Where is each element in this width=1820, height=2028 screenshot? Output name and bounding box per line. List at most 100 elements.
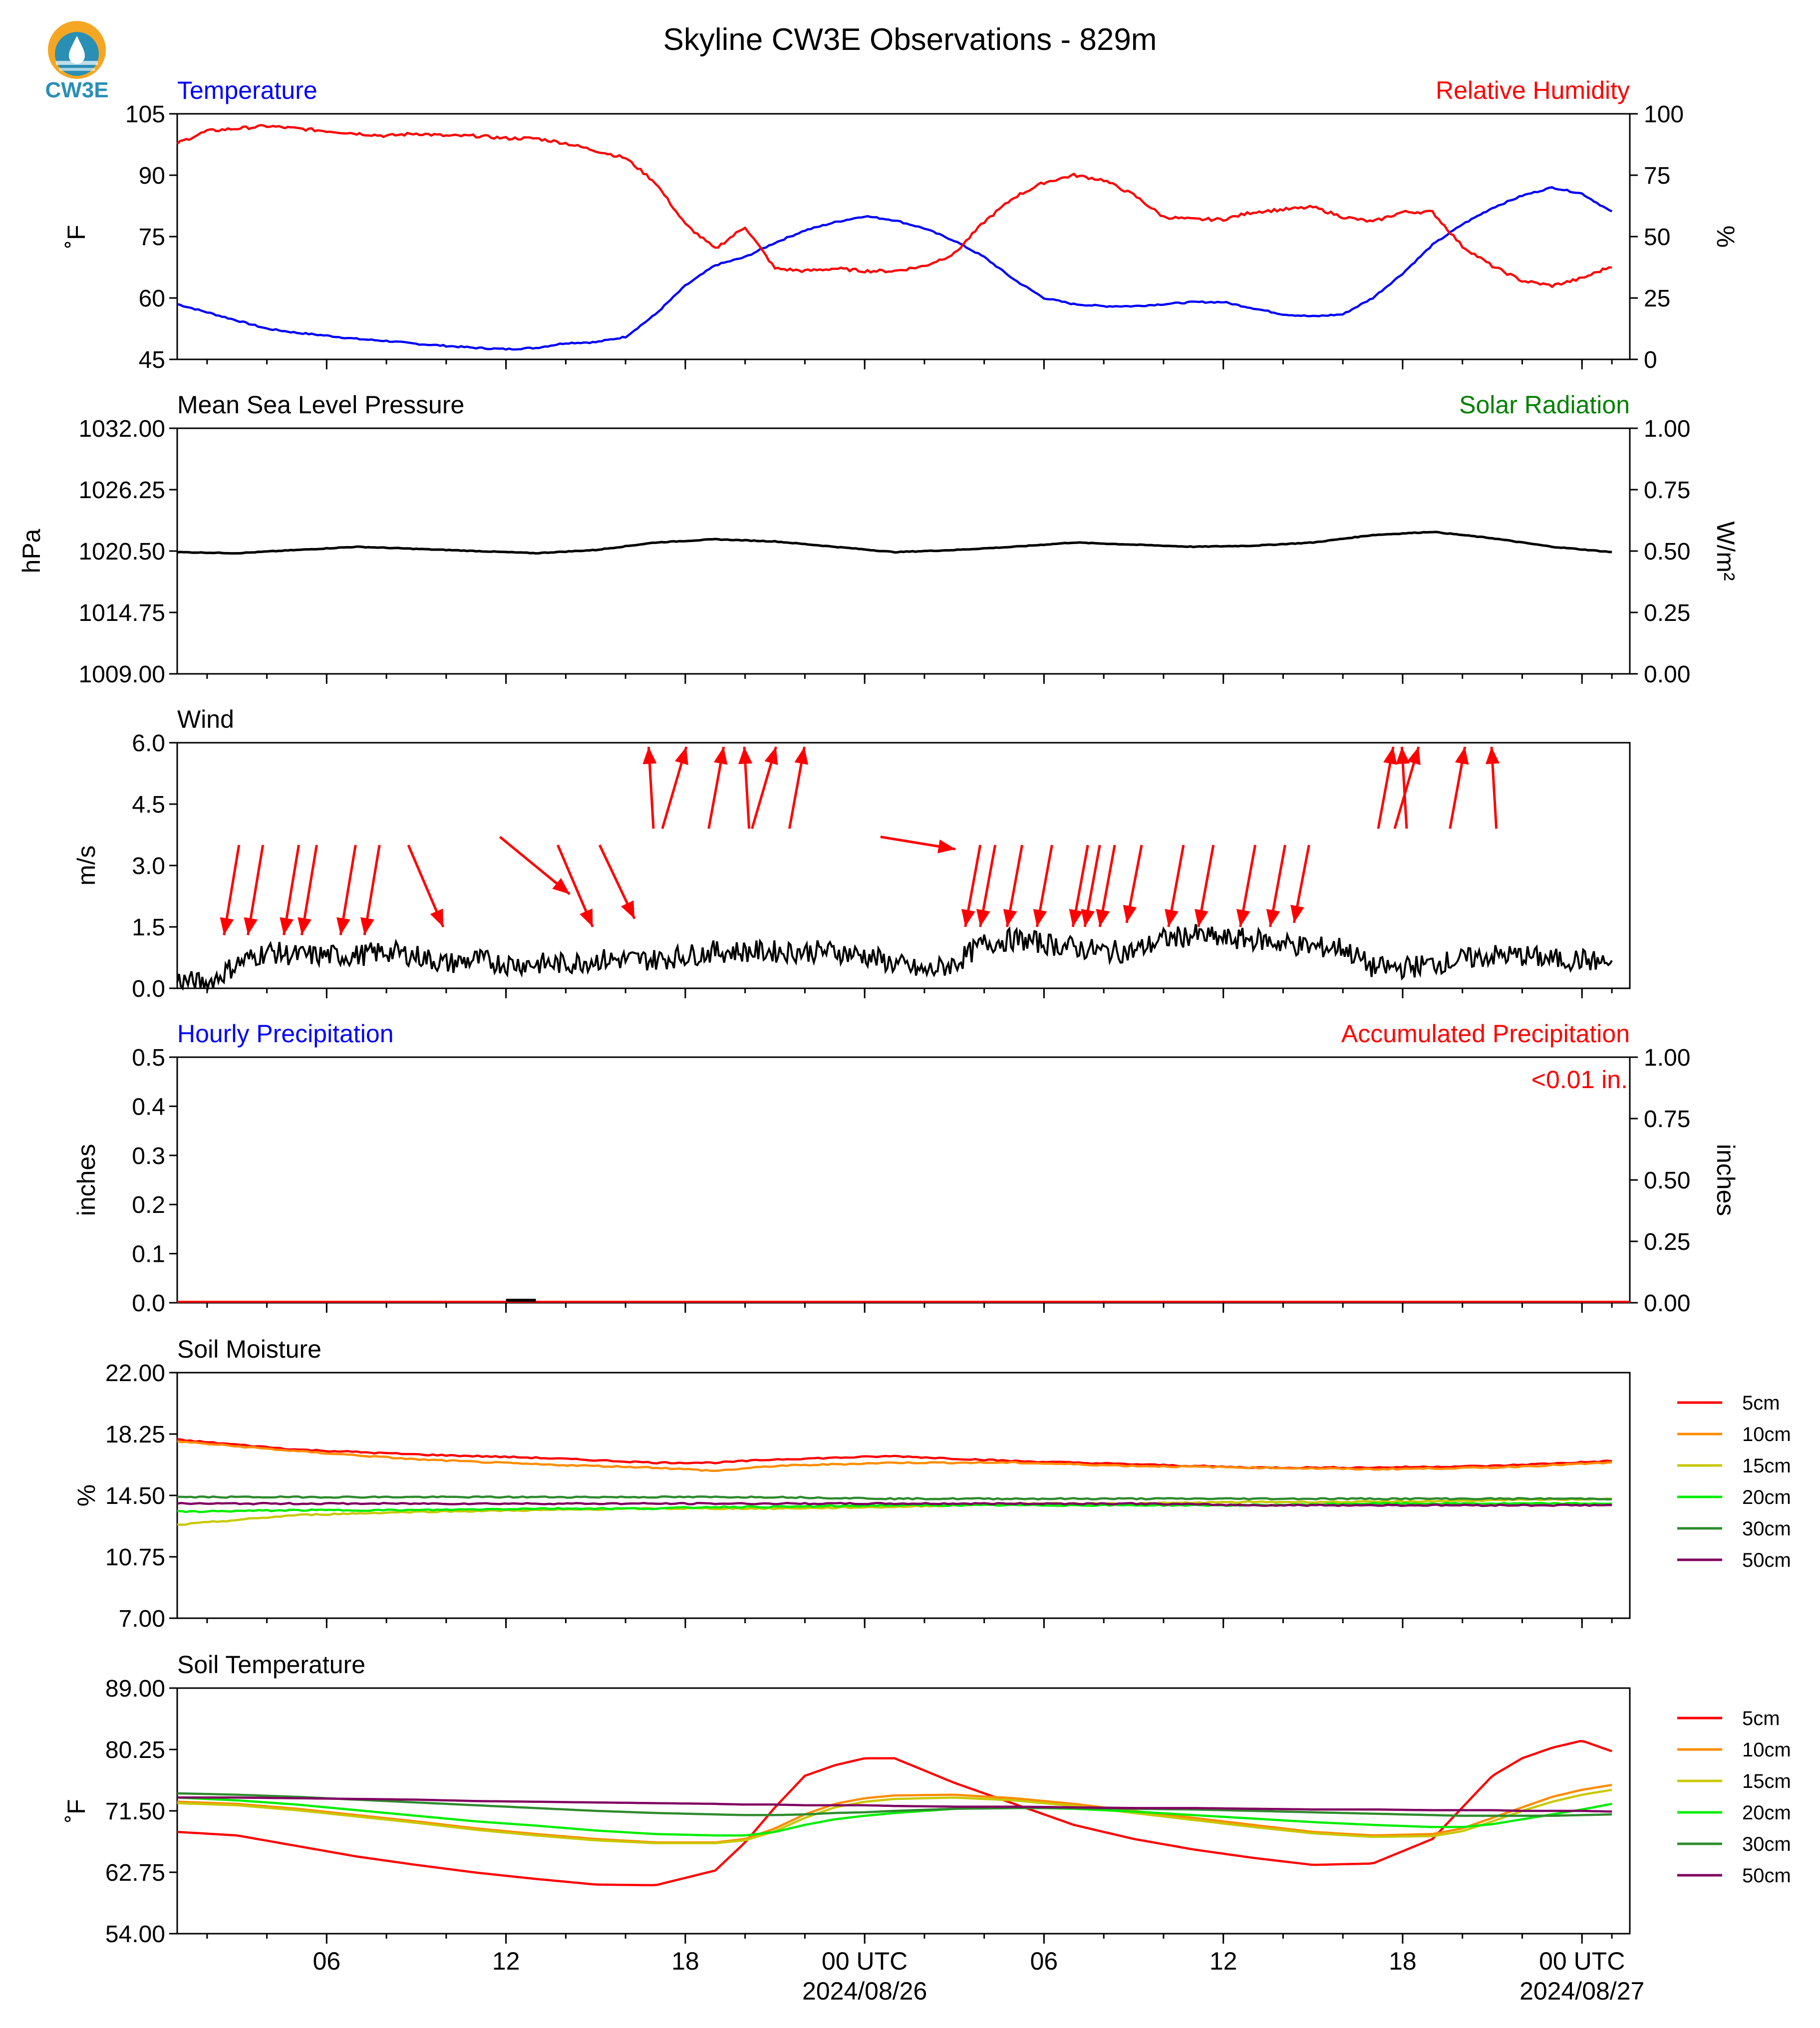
y-axis-label-left: ˚F bbox=[62, 1799, 90, 1822]
y-right-tick-label: 0.00 bbox=[1644, 1290, 1690, 1317]
y-tick-label: 0.2 bbox=[132, 1192, 165, 1218]
pressure-line bbox=[177, 531, 1612, 555]
x-tick-label: 18 bbox=[1389, 1947, 1417, 1975]
panel-title-left: Wind bbox=[177, 705, 234, 733]
panel-wind: 0.0 1.5 3.0 4.5 6.0 Wind m/s bbox=[72, 705, 1631, 1002]
legend-label: 50cm bbox=[1742, 1865, 1791, 1887]
y-tick-label: 71.50 bbox=[105, 1798, 165, 1825]
x-tick-label: 06 bbox=[313, 1947, 341, 1975]
wind-arrow-head bbox=[360, 917, 374, 935]
y-tick-label: 1020.50 bbox=[78, 539, 165, 565]
wind-arrow-head bbox=[336, 917, 350, 935]
y-tick-label: 14.50 bbox=[105, 1483, 165, 1509]
y-tick-label: 1.5 bbox=[132, 914, 165, 941]
plot-frame bbox=[176, 113, 1631, 360]
panel-title-left: Soil Temperature bbox=[177, 1651, 365, 1679]
x-tick-label: 12 bbox=[1210, 1947, 1237, 1975]
legend-label: 10cm bbox=[1742, 1739, 1791, 1761]
wind-arrow-head bbox=[1266, 909, 1280, 927]
figure-title: Skyline CW3E Observations - 829m bbox=[663, 22, 1157, 57]
logo-text: CW3E bbox=[45, 78, 108, 102]
wind-arrow-head bbox=[713, 747, 728, 765]
y-tick-label: 4.5 bbox=[132, 792, 165, 818]
y-tick-label: 0.0 bbox=[132, 1290, 165, 1317]
wind-arrow-head bbox=[1033, 909, 1047, 927]
y-tick-label: 6.0 bbox=[132, 730, 165, 757]
y-tick-label: 90 bbox=[139, 163, 165, 189]
x-tick-label: 18 bbox=[671, 1947, 699, 1975]
plot-frame bbox=[176, 1372, 1631, 1619]
y-axis-label-left: hPa bbox=[17, 529, 45, 573]
wind-arrow-head bbox=[1165, 909, 1179, 927]
wind-arrow-head bbox=[1290, 904, 1304, 923]
x-tick-label: 06 bbox=[1030, 1947, 1058, 1975]
y-right-tick-label: 0.25 bbox=[1644, 1229, 1690, 1255]
panel-soil-temperature: 54.00 62.75 71.50 80.25 89.00 Soil Temperatur… bbox=[62, 1651, 1791, 1948]
wind-arrow-head bbox=[764, 747, 778, 765]
y-axis-label-left: ˚F bbox=[62, 225, 90, 248]
y-right-tick-label: 0.75 bbox=[1644, 1106, 1690, 1133]
wind-arrow-head bbox=[1455, 747, 1469, 765]
panel-soil-moisture: 7.00 10.75 14.50 18.25 22.00 Soil Moisture% 5c… bbox=[72, 1335, 1791, 1632]
logo-drop-icon bbox=[69, 36, 85, 64]
wind-arrow-head bbox=[642, 747, 657, 764]
wind-arrow-head bbox=[976, 909, 990, 927]
panel-title-right: Solar Radiation bbox=[1459, 391, 1630, 419]
wind-arrow-head bbox=[1081, 909, 1095, 927]
y-tick-label: 54.00 bbox=[105, 1921, 165, 1948]
legend-label: 15cm bbox=[1742, 1455, 1791, 1477]
y-tick-label: 0.5 bbox=[132, 1045, 165, 1071]
y-tick-label: 80.25 bbox=[105, 1737, 165, 1763]
legend-label: 5cm bbox=[1742, 1392, 1780, 1414]
y-tick-label: 1009.00 bbox=[78, 661, 165, 688]
panel-title-left: Temperature bbox=[177, 76, 317, 104]
y-right-tick-label: 75 bbox=[1644, 163, 1670, 189]
x-date-label: 2024/08/27 bbox=[1519, 1977, 1644, 2005]
wind-arrow-head bbox=[1123, 904, 1137, 923]
panel-hourly-precipitation: 0.0 0.1 0.2 0.3 0.4 0.5 0.00 0.25 0.50 0.75 1.00 Ho… bbox=[72, 1020, 1740, 1317]
y-tick-label: 1032.00 bbox=[78, 416, 165, 442]
wind-arrow-head bbox=[937, 839, 955, 854]
wind-arrow-head bbox=[961, 909, 975, 927]
legend-label: 20cm bbox=[1742, 1486, 1791, 1508]
y-right-tick-label: 100 bbox=[1644, 101, 1684, 128]
y-right-tick-label: 0.00 bbox=[1644, 661, 1690, 688]
panel-title-left: Hourly Precipitation bbox=[177, 1020, 394, 1048]
wind-arrow-head bbox=[1003, 909, 1017, 927]
wind-arrow-head bbox=[1236, 909, 1250, 927]
legend-label: 10cm bbox=[1742, 1424, 1791, 1446]
y-right-tick-label: 25 bbox=[1644, 286, 1670, 312]
y-tick-label: 1026.25 bbox=[78, 477, 165, 504]
plot-frame bbox=[176, 1056, 1631, 1304]
y-right-tick-label: 0.50 bbox=[1644, 1167, 1690, 1194]
legend-label: 30cm bbox=[1742, 1518, 1791, 1540]
wind-arrow-head bbox=[794, 747, 809, 765]
wind-arrow-head bbox=[430, 908, 443, 927]
y-tick-label: 3.0 bbox=[132, 853, 165, 879]
wind-speed-line bbox=[176, 924, 1613, 992]
y-tick-label: 0.4 bbox=[132, 1094, 165, 1120]
soil-series-50cm bbox=[177, 1796, 1612, 1813]
wind-arrow-head bbox=[280, 917, 294, 935]
y-tick-label: 10.75 bbox=[105, 1544, 165, 1571]
panel-temperature: 45 60 75 90 105 0 25 50 75 100 Temperature Relative… bbox=[62, 76, 1740, 373]
y-tick-label: 0.1 bbox=[132, 1241, 165, 1268]
y-axis-label-left: inches bbox=[72, 1144, 100, 1216]
wind-arrow-head bbox=[298, 917, 311, 935]
wind-arrow-head bbox=[1195, 909, 1209, 927]
y-tick-label: 45 bbox=[139, 347, 165, 373]
panel-title-right: Relative Humidity bbox=[1436, 76, 1630, 104]
wind-arrow-head bbox=[580, 908, 593, 927]
wind-arrow-head bbox=[552, 878, 570, 894]
legend-label: 5cm bbox=[1742, 1708, 1780, 1730]
humidity-line bbox=[176, 124, 1612, 289]
wind-arrow-head bbox=[620, 900, 635, 919]
y-tick-label: 0.3 bbox=[132, 1143, 165, 1169]
y-right-tick-label: 0 bbox=[1644, 347, 1657, 373]
x-tick-label: 00 UTC bbox=[822, 1947, 908, 1975]
x-tick-label: 12 bbox=[492, 1947, 520, 1975]
soil-series-5cm bbox=[177, 1739, 1612, 1887]
y-tick-label: 7.00 bbox=[119, 1606, 165, 1632]
